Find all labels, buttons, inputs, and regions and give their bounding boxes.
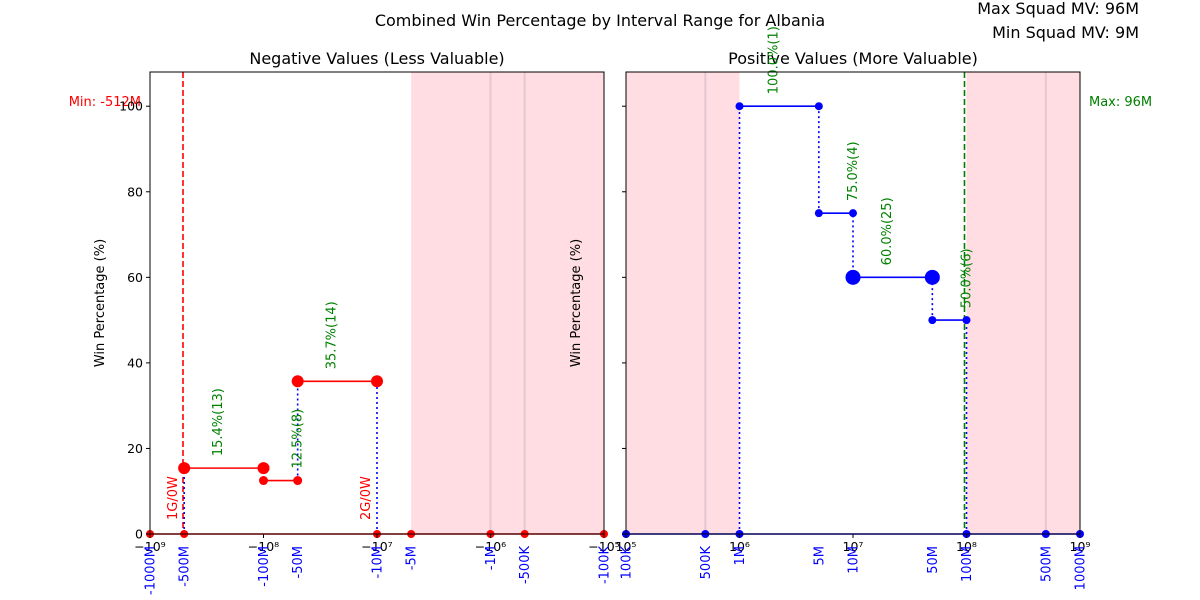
segment-point — [371, 375, 383, 388]
segment-value-label: 60.0%(25) — [880, 197, 895, 265]
chart-title: Combined Win Percentage by Interval Rang… — [375, 11, 825, 30]
segment-point — [178, 462, 191, 475]
interval-label: 100K — [620, 546, 635, 580]
interval-label: -5M — [405, 546, 420, 570]
segment-point — [924, 269, 940, 285]
negative-values-panel: Negative Values (Less Valuable) Min: -512… — [69, 49, 620, 595]
shaded-band — [626, 72, 740, 534]
segment-point — [928, 316, 937, 325]
segment-value-label: 35.7%(14) — [325, 301, 340, 369]
interval-label: 10M — [847, 546, 862, 574]
segment-value-label: 12.5%(8) — [291, 409, 306, 469]
x-tick-label: 10⁷ — [843, 539, 864, 554]
interval-label: -10M — [371, 546, 386, 578]
interval-label: 500M — [1039, 546, 1054, 582]
x-tick-label: 10⁹ — [1070, 539, 1091, 554]
interval-label: 50M — [926, 546, 941, 574]
interval-label: 1M — [733, 546, 748, 566]
segment-point — [291, 375, 304, 388]
interval-label: 5M — [812, 546, 827, 566]
interval-label: -100K — [598, 546, 613, 585]
x-tick-label: −10⁵ — [588, 539, 619, 554]
segment-point — [735, 102, 744, 111]
interval-label: -100M — [257, 546, 272, 587]
interval-label: 500K — [699, 546, 714, 580]
segment-point — [845, 269, 861, 285]
y-tick-label: 80 — [127, 184, 143, 199]
zero-games-label: 2G/0W — [359, 476, 374, 520]
x-tick-label: 10⁵ — [616, 539, 637, 554]
x-tick-label: −10⁷ — [361, 539, 392, 554]
x-tick-label: −10⁹ — [134, 539, 165, 554]
reference-label: Min: -512M — [69, 95, 141, 110]
y-axis-label: Win Percentage (%) — [569, 239, 584, 367]
zero-games-label: 1G/0W — [166, 476, 181, 520]
x-tick-label: 10⁸ — [956, 539, 977, 554]
segment-point — [814, 209, 823, 218]
y-tick-label: 20 — [127, 441, 143, 456]
y-tick-label: 40 — [127, 355, 143, 370]
segment-point — [259, 476, 268, 486]
y-axis-label: Win Percentage (%) — [93, 239, 108, 367]
y-tick-label: 60 — [127, 270, 143, 285]
segment-value-label: 50.0%(6) — [959, 248, 974, 308]
interval-label: -500K — [518, 546, 533, 585]
panel-subtitle: Positive Values (More Valuable) — [728, 49, 978, 68]
segment-point — [814, 102, 823, 111]
positive-values-panel: Positive Values (More Valuable) Max: 96M 1… — [569, 26, 1152, 590]
segment-point — [257, 462, 270, 475]
max-squad-label: Max Squad MV: 96M — [977, 0, 1139, 18]
x-tick-label: −10⁶ — [475, 539, 506, 554]
segment-value-label: 75.0%(4) — [846, 141, 861, 201]
interval-label: -1000M — [144, 546, 159, 595]
x-tick-label: 10⁶ — [729, 539, 750, 554]
x-tick-label: −10⁸ — [248, 539, 279, 554]
interval-label: 100M — [960, 546, 975, 582]
y-tick-label: 0 — [135, 527, 143, 542]
reference-label: Max: 96M — [1089, 95, 1152, 110]
y-tick-label: 100 — [119, 99, 143, 114]
segment-point — [293, 476, 303, 486]
segment-value-label: 15.4%(13) — [211, 388, 226, 456]
segment-point — [849, 209, 857, 218]
interval-label: -500M — [178, 546, 193, 587]
segment-point — [962, 316, 971, 325]
shaded-band — [966, 72, 1080, 534]
shaded-band — [411, 72, 604, 534]
min-squad-label: Min Squad MV: 9M — [992, 23, 1139, 42]
interval-label: 1000M — [1074, 546, 1089, 590]
interval-label: -1M — [484, 546, 499, 570]
segment-value-label: 100.0%(1) — [767, 26, 782, 94]
panel-subtitle: Negative Values (Less Valuable) — [249, 49, 504, 68]
interval-label: -50M — [291, 546, 306, 578]
